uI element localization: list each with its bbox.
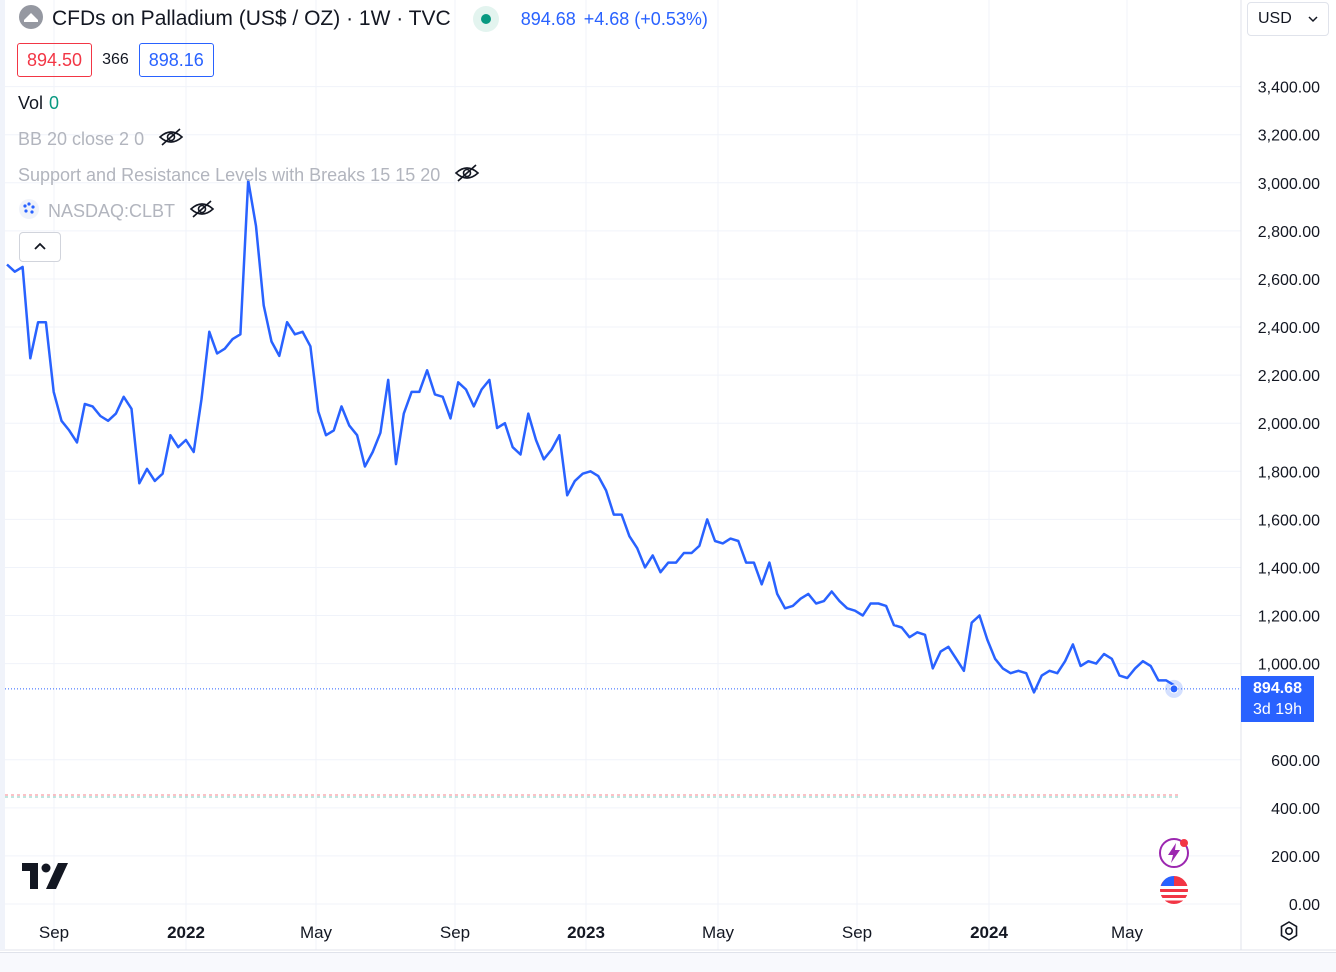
eye-off-icon[interactable] — [189, 199, 215, 224]
compare-label: NASDAQ:CLBT — [48, 201, 175, 222]
grid-lines — [5, 0, 1241, 950]
y-tick-label: 1,800.00 — [1258, 464, 1320, 481]
price-axis[interactable]: 0.00 200.00 400.00 600.00 1,000.00 1,200.00 1,… — [1258, 80, 1320, 914]
bb-legend[interactable]: BB 20 close 2 0 — [18, 125, 184, 153]
x-tick-label: May — [300, 923, 333, 942]
y-tick-label: 2,800.00 — [1258, 224, 1320, 241]
y-tick-label: 3,400.00 — [1258, 80, 1320, 97]
x-tick-label: Sep — [39, 923, 69, 942]
x-tick-label: Sep — [842, 923, 872, 942]
last-price-label-value: 894.68 — [1241, 678, 1314, 699]
bottom-panel-edge — [0, 952, 1336, 972]
y-tick-label: 3,000.00 — [1258, 176, 1320, 193]
palladium-icon — [18, 4, 44, 35]
y-tick-label: 1,600.00 — [1258, 512, 1320, 529]
market-status-icon[interactable] — [473, 6, 499, 32]
time-axis[interactable]: Sep 2022 May Sep 2023 May Sep 2024 May — [39, 923, 1144, 942]
y-tick-label: 1,000.00 — [1258, 657, 1320, 674]
y-tick-label: 2,000.00 — [1258, 416, 1320, 433]
x-tick-label: 2022 — [167, 923, 205, 942]
y-tick-label: 1,400.00 — [1258, 560, 1320, 577]
sell-button[interactable]: 894.50 — [17, 43, 92, 77]
spread-value: 366 — [102, 51, 129, 69]
chevron-up-icon — [33, 238, 47, 256]
y-tick-label: 2,400.00 — [1258, 320, 1320, 337]
compare-legend[interactable]: NASDAQ:CLBT — [18, 197, 215, 225]
quote-row: 894.50 366 898.16 — [17, 43, 214, 77]
y-tick-label: 1,200.00 — [1258, 609, 1320, 626]
x-tick-label: May — [1111, 923, 1144, 942]
y-tick-label: 600.00 — [1271, 753, 1320, 770]
y-tick-label: 400.00 — [1271, 801, 1320, 818]
y-tick-label: 200.00 — [1271, 849, 1320, 866]
settings-icon[interactable] — [1278, 920, 1300, 947]
bar-countdown: 3d 19h — [1241, 699, 1314, 720]
compare-symbol-icon — [18, 198, 40, 225]
last-price: 894.68 — [521, 9, 576, 30]
volume-label: Vol — [18, 93, 43, 113]
tradingview-logo-icon[interactable] — [22, 863, 68, 894]
volume-legend[interactable]: Vol 0 — [18, 89, 59, 117]
sr-label: Support and Resistance Levels with Break… — [18, 165, 440, 186]
lightning-icon[interactable] — [1158, 837, 1190, 869]
y-tick-label: 0.00 — [1289, 897, 1320, 914]
currency-value: USD — [1258, 10, 1292, 28]
price-change: +4.68 (+0.53%) — [584, 9, 708, 30]
last-price-label: 894.68 3d 19h — [1241, 676, 1314, 722]
symbol-header: CFDs on Palladium (US$ / OZ) · 1W · TVC … — [18, 4, 708, 34]
eye-off-icon[interactable] — [158, 127, 184, 152]
x-tick-label: 2023 — [567, 923, 605, 942]
x-tick-label: May — [702, 923, 735, 942]
y-tick-label: 2,200.00 — [1258, 368, 1320, 385]
x-tick-label: 2024 — [970, 923, 1008, 942]
bb-label: BB 20 close 2 0 — [18, 129, 144, 150]
collapse-legend-button[interactable] — [19, 232, 61, 262]
x-tick-label: Sep — [440, 923, 470, 942]
y-tick-label: 2,600.00 — [1258, 272, 1320, 289]
volume-value: 0 — [49, 93, 59, 113]
us-flag-icon[interactable] — [1158, 874, 1190, 906]
currency-select[interactable]: USD — [1247, 2, 1329, 36]
y-tick-label: 3,200.00 — [1258, 128, 1320, 145]
sr-legend[interactable]: Support and Resistance Levels with Break… — [18, 161, 480, 189]
last-point — [1170, 685, 1178, 693]
chevron-down-icon — [1308, 10, 1318, 28]
symbol-title[interactable]: CFDs on Palladium (US$ / OZ) · 1W · TVC — [52, 7, 451, 31]
left-toolbar-edge — [0, 0, 5, 950]
eye-off-icon[interactable] — [454, 163, 480, 188]
buy-button[interactable]: 898.16 — [139, 43, 214, 77]
